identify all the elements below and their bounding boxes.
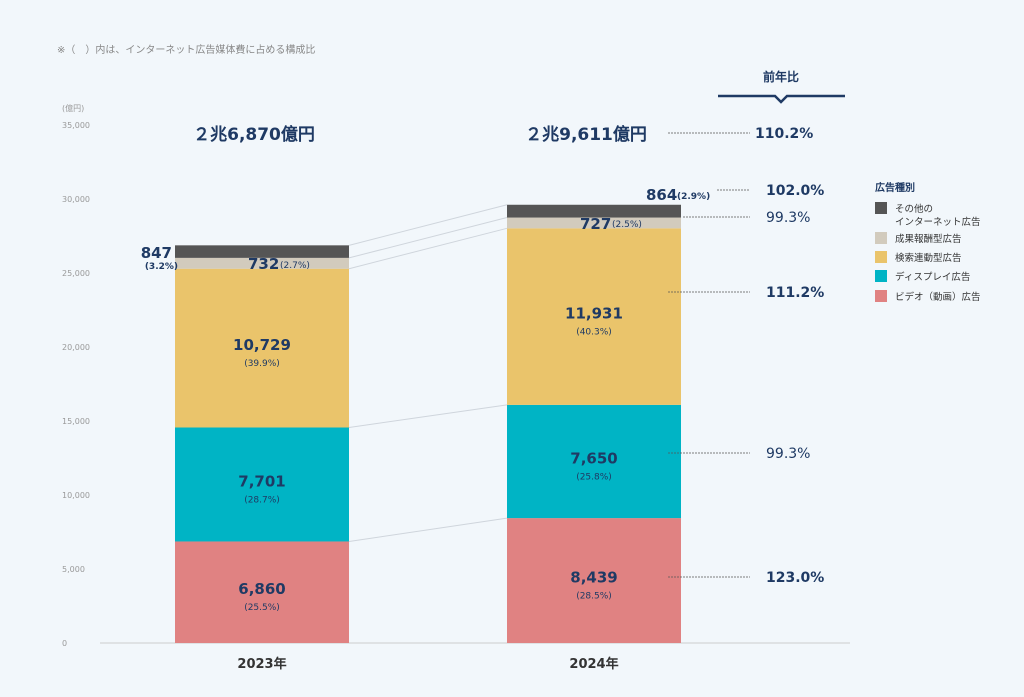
share-label: (39.9%): [244, 359, 280, 369]
bar-segment: [175, 257, 349, 269]
y-axis-unit: (億円): [62, 103, 84, 113]
yoy-label: 111.2%: [766, 285, 824, 301]
yoy-header: 前年比: [763, 69, 799, 84]
share-label: (2.7%): [280, 261, 310, 271]
value-label: 7,701: [238, 472, 285, 490]
yoy-header-underline: [718, 94, 845, 104]
share-label: (25.5%): [244, 603, 280, 613]
legend-label: 検索連動型広告: [895, 252, 962, 264]
legend-swatch: [875, 290, 887, 302]
yoy-label: 99.3%: [766, 446, 810, 462]
total-label: ２兆9,611億円: [525, 124, 647, 145]
connector-line: [348, 217, 508, 259]
bar-segment: [175, 541, 349, 643]
y-tick-label: 15,000: [62, 417, 90, 426]
yoy-label: 123.0%: [766, 570, 824, 586]
share-label: (28.7%): [244, 495, 280, 505]
value-label: 8,439: [570, 569, 617, 587]
legend-swatch: [875, 232, 887, 244]
share-label: (25.8%): [576, 472, 612, 482]
value-label: 732: [248, 255, 279, 273]
x-tick-label: 2024年: [569, 656, 618, 672]
y-tick-label: 20,000: [62, 343, 90, 352]
yoy-label: 102.0%: [766, 183, 824, 199]
y-tick-label: 10,000: [62, 491, 90, 500]
connector-line: [348, 227, 508, 270]
total-label: ２兆6,870億円: [193, 124, 315, 145]
y-tick-label: 35,000: [62, 121, 90, 130]
bar-segment: [175, 427, 349, 542]
legend-swatch: [875, 202, 887, 214]
value-label: 11,931: [565, 305, 623, 323]
connector-line: [348, 517, 508, 542]
legend-label: 成果報酬型広告: [895, 233, 962, 245]
total-yoy-label: 110.2%: [755, 126, 813, 142]
x-tick-label: 2023年: [237, 656, 286, 672]
share-label: (40.3%): [576, 328, 612, 338]
value-label: 727: [580, 215, 611, 233]
share-label: (2.5%): [612, 220, 642, 230]
y-tick-label: 5,000: [62, 565, 85, 574]
value-label: 7,650: [570, 449, 617, 467]
y-tick-label: 30,000: [62, 195, 90, 204]
value-label: 864: [646, 186, 677, 204]
legend-label: ディスプレイ広告: [895, 271, 970, 283]
bar-segment: [507, 204, 681, 218]
bar-segment: [507, 217, 681, 229]
share-label: (28.5%): [576, 592, 612, 602]
legend-title: 広告種別: [875, 181, 915, 194]
share-label: (2.9%): [677, 192, 710, 202]
bar-segment: [175, 268, 349, 428]
connector-line: [348, 204, 508, 246]
legend-label: ビデオ（動画）広告: [895, 291, 981, 303]
legend-label: その他の: [895, 203, 933, 215]
y-tick-label: 0: [62, 639, 67, 648]
legend-swatch: [875, 251, 887, 263]
share-label: (3.2%): [145, 262, 178, 272]
y-tick-label: 25,000: [62, 269, 90, 278]
bar-segment: [507, 228, 681, 405]
legend-swatch: [875, 270, 887, 282]
connector-line: [348, 404, 508, 428]
yoy-label: 99.3%: [766, 210, 810, 226]
value-label: 10,729: [233, 336, 291, 354]
bar-segment: [507, 404, 681, 519]
bar-segment: [507, 518, 681, 643]
legend-label: インターネット広告: [895, 216, 981, 228]
footnote: ※（ ）内は、インターネット広告媒体費に占める構成比: [57, 43, 315, 56]
value-label: 847: [141, 244, 172, 262]
value-label: 6,860: [238, 580, 285, 598]
bar-segment: [175, 245, 349, 258]
